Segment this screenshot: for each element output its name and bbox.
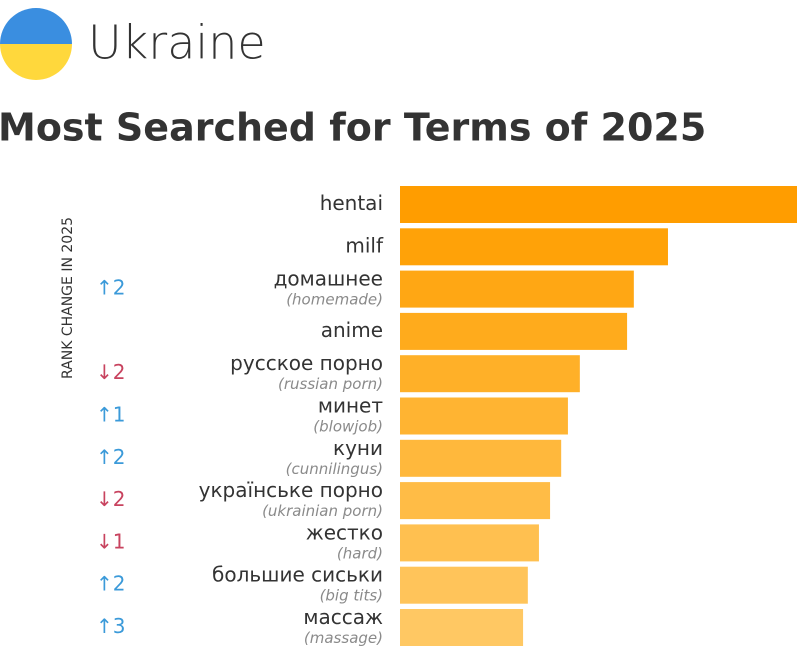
category-label: hentai <box>320 191 383 215</box>
translation-label: (homemade) <box>286 291 383 309</box>
rank-change: ↑2 <box>96 572 125 596</box>
translation-label: (massage) <box>304 629 383 647</box>
translation-label: (hard) <box>337 544 383 562</box>
category-label: українське порно <box>199 478 383 502</box>
bar <box>400 609 524 646</box>
bar <box>400 312 628 350</box>
bar <box>400 397 568 435</box>
rank-change: ↓2 <box>96 360 125 384</box>
bar <box>400 439 562 477</box>
rank-change: ↓2 <box>96 487 125 511</box>
rank-change: ↑1 <box>96 403 125 427</box>
category-label: milf <box>345 233 384 257</box>
category-label: домашнее <box>274 267 383 291</box>
bar <box>400 355 580 393</box>
bar <box>400 566 528 604</box>
rank-change: ↑3 <box>96 614 125 638</box>
rank-change: ↑2 <box>96 445 125 469</box>
rank-change: ↑2 <box>96 276 125 300</box>
category-label: anime <box>321 318 383 342</box>
bar <box>400 186 797 223</box>
bar <box>400 270 634 308</box>
translation-label: (cunnilingus) <box>286 460 383 478</box>
translation-label: (russian porn) <box>278 375 383 393</box>
category-label: куни <box>333 436 383 460</box>
bar <box>400 482 551 520</box>
country: Ukraine <box>88 16 266 70</box>
category-label: русское порно <box>230 351 383 375</box>
bar <box>400 524 539 562</box>
bar <box>400 228 668 266</box>
rank-change: ↓1 <box>96 529 125 553</box>
translation-label: (big tits) <box>320 587 383 605</box>
translation-label: (ukrainian porn) <box>262 502 383 520</box>
category-label: жестко <box>306 520 383 544</box>
category-label: массаж <box>303 605 383 629</box>
flag <box>0 8 72 80</box>
rank-change-label: RANK CHANGE IN 2025 <box>60 217 76 379</box>
category-label: большие сиськи <box>212 563 383 587</box>
category-label: минет <box>318 394 383 418</box>
chart-title: Most Searched for Terms of 2025 <box>0 106 706 150</box>
translation-label: (blowjob) <box>313 418 383 436</box>
